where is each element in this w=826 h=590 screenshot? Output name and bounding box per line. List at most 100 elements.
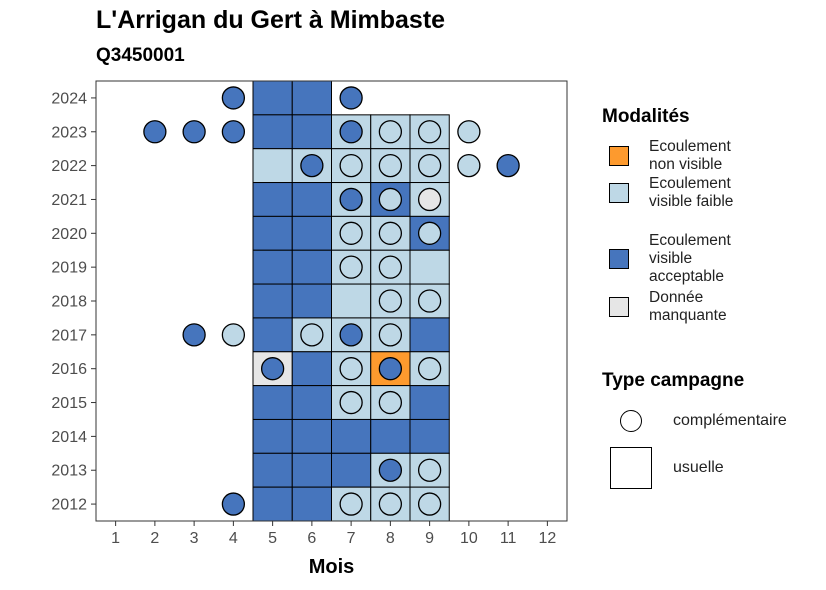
tile-2019-9 [409,249,450,285]
tile-2023-6 [291,114,332,150]
point-2021-8 [378,187,403,212]
point-2018-9 [417,289,442,313]
legend-key-acceptable [609,249,629,269]
x-tick-label-8: 8 [386,530,395,547]
tile-2014-6 [291,418,332,454]
x-tick-label-4: 4 [229,530,238,547]
tile-2020-6 [291,215,332,251]
point-2016-8 [378,357,403,381]
legend-item-acceptable: Ecoulement visible acceptable [609,232,759,286]
tile-2014-7 [331,418,372,454]
tile-2017-9 [409,317,450,353]
x-tick-label-5: 5 [268,530,277,547]
tile-2017-5 [252,317,293,353]
legend-label-complementaire: complémentaire [673,412,787,429]
tile-2015-6 [291,385,332,420]
tile-2021-5 [252,182,293,217]
chart-title: L'Arrigan du Gert à Mimbaste [96,6,446,34]
tile-2018-7 [331,283,372,319]
point-2022-11 [496,153,520,178]
point-2024-4 [221,86,246,110]
point-2022-10 [457,153,481,178]
legend-type-title: Type campagne [602,370,745,391]
tile-2019-5 [252,249,293,285]
x-tick-label-9: 9 [425,530,434,547]
y-tick-label-2015: 2015 [51,395,87,412]
point-2017-3 [182,323,206,347]
point-2018-8 [378,289,403,313]
legend-key-non-visible [609,146,629,166]
point-2023-7 [339,120,363,144]
point-2019-7 [339,255,363,279]
point-2015-7 [339,390,363,415]
legend-circle-icon [620,410,642,432]
point-2020-7 [339,221,363,245]
point-2013-8 [378,458,403,482]
y-tick-label-2024: 2024 [51,90,87,107]
point-2020-9 [417,221,442,245]
y-tick-label-2023: 2023 [51,124,87,141]
point-2021-9 [417,187,442,212]
point-2012-4 [221,492,246,516]
y-tick-label-2016: 2016 [51,361,87,378]
point-2022-7 [339,153,363,178]
point-2020-8 [378,221,403,245]
point-2017-6 [300,323,324,347]
chart-subtitle: Q3450001 [96,45,185,66]
tile-2016-6 [291,351,332,387]
tile-2012-5 [252,486,293,522]
x-tick-label-3: 3 [190,530,199,547]
y-tick-label-2013: 2013 [51,463,87,480]
point-2016-9 [417,357,442,381]
point-2016-5 [260,357,285,381]
y-tick-label-2017: 2017 [51,327,87,344]
y-tick-label-2021: 2021 [51,192,87,209]
point-2022-9 [417,153,442,178]
tile-2014-9 [409,418,450,454]
tile-2019-6 [291,249,332,285]
y-tick-label-2022: 2022 [51,158,87,175]
tile-2023-5 [252,114,293,150]
point-2012-8 [378,492,403,516]
legend-item-manquante: Donnée manquante [609,289,759,325]
tile-2014-5 [252,418,293,454]
point-2019-8 [378,255,403,279]
tile-2013-7 [331,452,372,488]
y-tick-label-2020: 2020 [51,226,87,243]
legend-item-faible: Ecoulement visible faible [609,175,759,211]
x-tick-label-7: 7 [347,530,356,547]
x-axis-title: Mois [309,556,355,578]
x-tick-label-12: 12 [538,530,556,547]
point-2023-10 [457,120,481,144]
legend-label-non-visible: Ecoulement non visible [649,138,731,173]
tile-2014-8 [370,418,411,454]
legend-item-complementaire: complémentaire [610,400,787,442]
point-2017-4 [221,323,246,347]
point-2013-9 [417,458,442,482]
tile-2024-5 [252,80,293,116]
y-tick-label-2019: 2019 [51,260,87,277]
y-tick-label-2018: 2018 [51,294,87,311]
point-2023-4 [221,120,246,144]
legend-item-usuelle: usuelle [610,447,724,489]
x-tick-label-11: 11 [500,530,517,547]
tile-2012-6 [291,486,332,522]
tile-2015-5 [252,385,293,420]
tile-2021-6 [291,182,332,217]
x-tick-label-2: 2 [150,530,159,547]
point-2012-7 [339,492,363,516]
legend-label-acceptable: Ecoulement visible acceptable [649,232,731,285]
legend-label-manquante: Donnée manquante [649,289,727,324]
tile-2015-9 [409,385,450,420]
tile-2022-5 [252,148,293,184]
legend-key-manquante [609,297,629,317]
point-2022-6 [300,153,324,178]
y-tick-label-2014: 2014 [51,429,87,446]
x-tick-label-6: 6 [307,530,316,547]
point-2017-7 [339,323,363,347]
point-2023-8 [378,120,403,144]
point-2022-8 [378,153,403,178]
legend-label-faible: Ecoulement visible faible [649,175,734,210]
tile-2018-6 [291,283,332,319]
